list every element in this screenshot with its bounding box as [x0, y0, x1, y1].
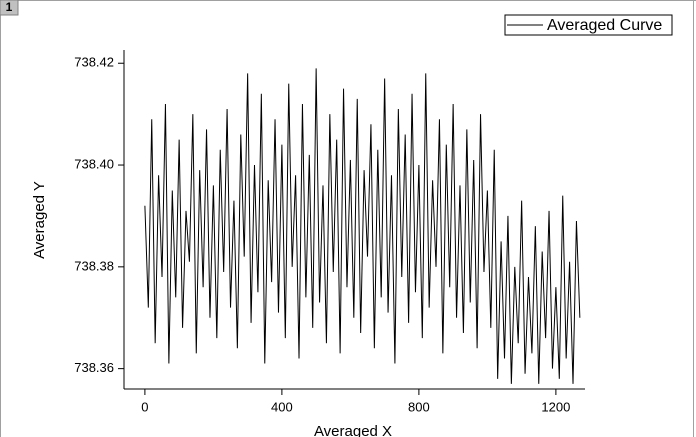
y-tick-label: 738.40 [74, 156, 114, 171]
x-tick-label: 400 [271, 399, 293, 414]
y-tick-label: 738.42 [74, 55, 114, 70]
legend-label: Averaged Curve [547, 17, 662, 34]
y-axis-label: Averaged Y [31, 181, 48, 259]
y-tick-label: 738.38 [74, 258, 114, 273]
x-tick-label: 1200 [541, 399, 570, 414]
data-line [144, 68, 581, 384]
x-axis-label: Averaged X [314, 423, 392, 437]
legend-box [504, 14, 673, 36]
panel-tab [0, 0, 19, 16]
x-tick-label: 800 [408, 399, 430, 414]
panel-label: 1 [6, 0, 13, 14]
y-tick-label: 738.36 [74, 360, 114, 375]
x-tick-label: 0 [141, 399, 148, 414]
